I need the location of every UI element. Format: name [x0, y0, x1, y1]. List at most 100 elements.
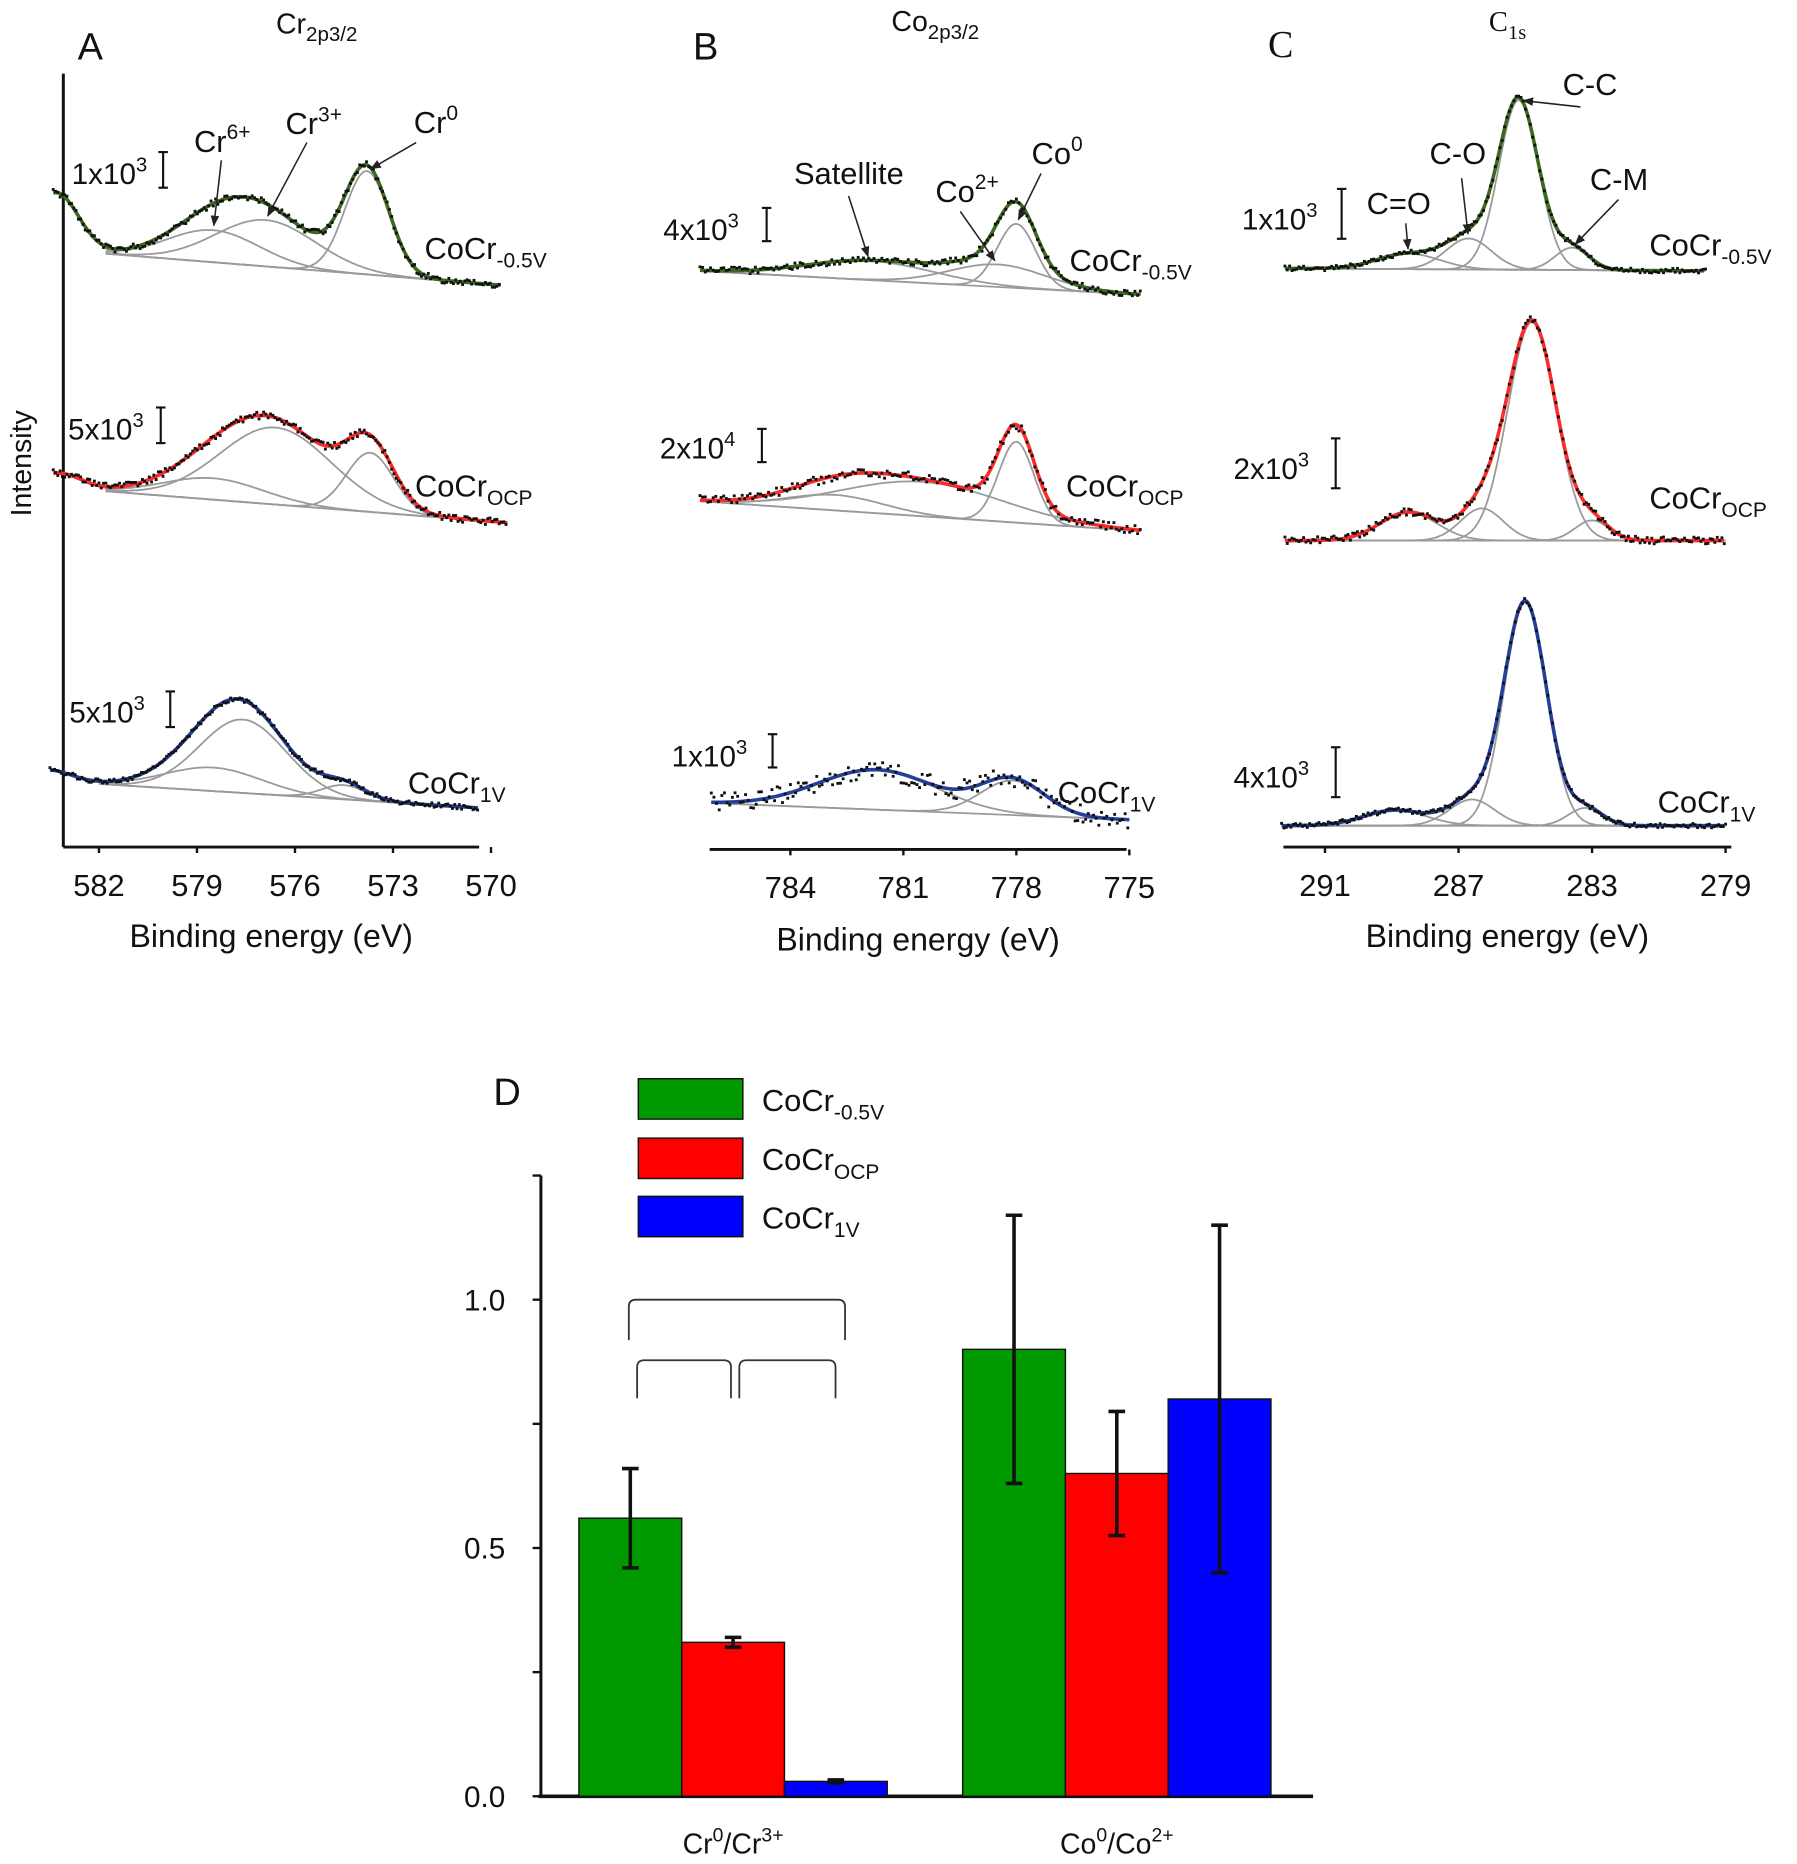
data-point [257, 417, 261, 421]
data-point [1302, 264, 1306, 268]
data-point [173, 466, 176, 470]
data-point [255, 198, 259, 202]
arrow-icon [210, 160, 223, 227]
data-point [1627, 534, 1630, 538]
data-point [256, 710, 260, 714]
data-point [744, 793, 748, 797]
data-point [1123, 812, 1127, 816]
data-point [1700, 825, 1704, 829]
data-point [131, 242, 135, 246]
data-point [1020, 780, 1024, 784]
data-point [1107, 521, 1111, 524]
data-point [277, 731, 281, 735]
data-point [1444, 519, 1448, 523]
data-point [254, 704, 258, 708]
data-point [70, 202, 73, 205]
data-point [424, 276, 428, 280]
data-point [1429, 809, 1433, 813]
data-point [1099, 290, 1103, 294]
data-point [785, 263, 789, 267]
data-point [422, 507, 426, 511]
data-point [838, 262, 842, 266]
data-point [1549, 380, 1553, 384]
data-point [298, 224, 302, 228]
data-point [759, 267, 763, 271]
data-point [1594, 262, 1598, 266]
data-point [108, 486, 112, 489]
data-point [1666, 538, 1670, 542]
data-point [264, 201, 268, 205]
data-point [56, 190, 60, 194]
data-point [809, 265, 813, 269]
data-point [230, 421, 234, 425]
data-point [761, 494, 765, 498]
data-point [248, 414, 252, 418]
data-point [127, 480, 131, 484]
data-point [147, 242, 151, 246]
data-point [1138, 528, 1142, 531]
data-point [1320, 536, 1324, 540]
data-point [274, 728, 278, 732]
data-point [1418, 809, 1421, 813]
data-point [1591, 259, 1595, 263]
data-point [421, 802, 425, 806]
data-point [1580, 248, 1584, 252]
data-point [1579, 799, 1583, 803]
data-point [1450, 803, 1454, 807]
data-point [238, 696, 242, 700]
scale-bar-label: 2x104 [660, 429, 736, 465]
data-point [1631, 539, 1635, 543]
data-point [1316, 535, 1320, 539]
data-point [1332, 534, 1336, 538]
data-point [1406, 808, 1410, 812]
data-point [1381, 258, 1385, 262]
data-point [1055, 798, 1059, 802]
data-point [361, 786, 365, 790]
data-point [1344, 264, 1348, 268]
data-point [883, 773, 887, 777]
data-point [69, 772, 72, 776]
data-point [1399, 810, 1403, 814]
data-point [1004, 207, 1008, 211]
data-point [351, 436, 355, 440]
data-point [717, 808, 721, 812]
data-point [376, 441, 380, 445]
data-point [121, 776, 125, 780]
peak-label-base: Cr [285, 106, 318, 141]
data-point [843, 260, 847, 264]
data-point [1057, 270, 1060, 274]
data-point [1594, 509, 1598, 513]
data-point [1633, 821, 1636, 825]
data-point [1075, 281, 1079, 285]
data-point [849, 779, 853, 783]
data-point [339, 201, 343, 205]
data-point [268, 718, 271, 722]
data-point [954, 256, 958, 260]
data-point [353, 172, 357, 176]
data-point [50, 768, 54, 772]
data-point [1652, 270, 1656, 273]
data-point [360, 430, 364, 434]
sample-label-base: CoCr [1649, 480, 1721, 515]
data-point [1636, 536, 1640, 540]
x-tick-label: 778 [991, 870, 1043, 905]
data-point [165, 754, 169, 758]
data-point [1613, 533, 1616, 536]
data-point [772, 492, 776, 496]
data-point [970, 254, 973, 257]
data-point [1133, 524, 1137, 528]
data-point [385, 455, 389, 459]
data-point [1717, 823, 1721, 827]
data-point [97, 238, 101, 242]
data-point [1516, 610, 1520, 614]
data-point [216, 202, 220, 206]
data-point [327, 776, 331, 780]
data-point [1391, 256, 1394, 260]
data-point [988, 466, 992, 470]
peak-label-base: Cr [194, 124, 227, 159]
data-point [1576, 797, 1580, 801]
category-label-base: /Co [1107, 1828, 1151, 1860]
data-point [915, 783, 919, 787]
data-point [136, 484, 140, 488]
data-point [57, 769, 61, 773]
